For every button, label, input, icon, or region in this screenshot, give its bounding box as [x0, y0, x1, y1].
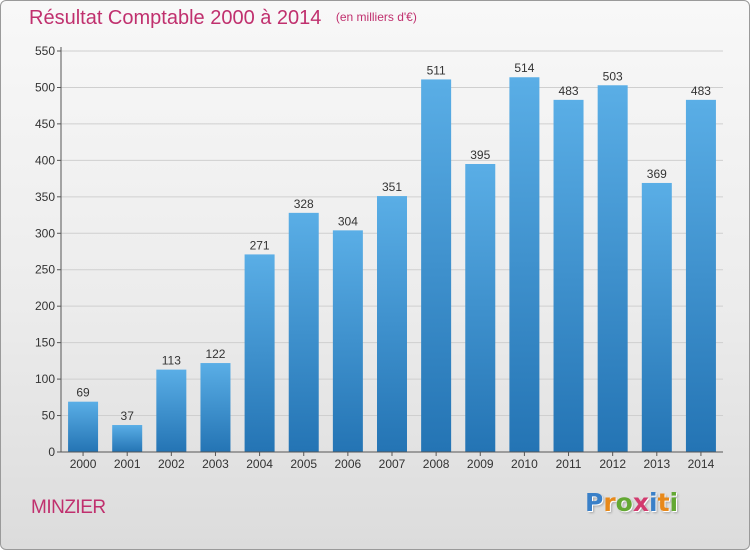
y-tick-label: 250 [35, 263, 55, 277]
y-tick-label: 50 [42, 409, 56, 423]
x-tick-label: 2008 [423, 457, 450, 471]
data-label: 351 [382, 180, 402, 194]
data-label: 483 [559, 84, 579, 98]
x-tick-label: 2007 [379, 457, 406, 471]
data-label: 113 [162, 354, 181, 368]
x-tick-label: 2005 [290, 457, 317, 471]
x-tick-label: 2013 [643, 457, 670, 471]
axes [57, 47, 723, 456]
logo-letter: i [649, 488, 658, 517]
data-label: 503 [603, 69, 623, 83]
bar [332, 230, 363, 452]
data-label: 122 [205, 347, 225, 361]
bar [641, 182, 672, 452]
chart-unit: (en milliers d'€) [335, 10, 417, 24]
bar [509, 77, 540, 452]
data-label: 304 [338, 214, 358, 228]
bar [685, 99, 716, 452]
logo-letter: t [657, 488, 670, 517]
data-label: 69 [76, 386, 90, 400]
logo-letter: x [632, 488, 649, 517]
x-tick-label: 2001 [114, 457, 141, 471]
y-tick-label: 450 [35, 117, 55, 131]
x-tick-label: 2000 [70, 457, 97, 471]
y-tick-label: 400 [35, 153, 55, 167]
x-tick-label: 2014 [688, 457, 715, 471]
x-tick-label: 2009 [467, 457, 494, 471]
x-tick-label: 2002 [158, 457, 185, 471]
bar [244, 254, 275, 452]
x-tick-label: 2003 [202, 457, 229, 471]
place-name: MINZIER [31, 497, 106, 518]
bar [377, 196, 407, 452]
data-label: 483 [691, 84, 711, 98]
data-label: 37 [121, 409, 135, 423]
bar [597, 85, 628, 452]
chart-title: Résultat Comptable 2000 à 2014 (en milli… [29, 7, 417, 30]
bar [288, 212, 319, 452]
bar [156, 369, 187, 452]
data-label: 369 [647, 167, 667, 181]
y-tick-label: 300 [35, 226, 55, 240]
labels: 0 50 100 150 200 250 300 350 400 450 500 550 69 2000 3… [35, 44, 715, 471]
logo-letter: i [669, 488, 679, 517]
bar [112, 425, 143, 452]
bar [200, 363, 231, 452]
data-label: 511 [427, 63, 446, 77]
logo-letter: o [615, 488, 633, 517]
y-tick-label: 150 [35, 336, 55, 350]
bar [68, 401, 99, 452]
x-tick-label: 2012 [599, 457, 626, 471]
bars [68, 77, 716, 453]
data-label: 395 [470, 148, 490, 162]
y-tick-label: 0 [48, 445, 55, 459]
y-tick-label: 550 [35, 44, 55, 58]
x-tick-label: 2006 [335, 457, 362, 471]
chart-title-text: Résultat Comptable 2000 à 2014 [29, 7, 322, 29]
proxiti-logo: Proxiti [585, 488, 678, 517]
x-tick-label: 2004 [246, 457, 273, 471]
logo-letter: P [585, 488, 604, 517]
x-tick-label: 2011 [556, 457, 582, 471]
y-tick-label: 200 [35, 299, 55, 313]
x-tick-label: 2010 [511, 457, 538, 471]
bar [465, 164, 496, 452]
y-tick-label: 100 [35, 372, 55, 386]
y-tick-label: 500 [35, 80, 55, 94]
logo-letter: r [603, 488, 616, 517]
data-label: 514 [514, 61, 534, 75]
bar [553, 99, 584, 452]
y-tick-label: 350 [35, 190, 55, 204]
bar [421, 79, 452, 453]
data-label: 328 [294, 197, 314, 211]
data-label: 271 [250, 238, 270, 252]
